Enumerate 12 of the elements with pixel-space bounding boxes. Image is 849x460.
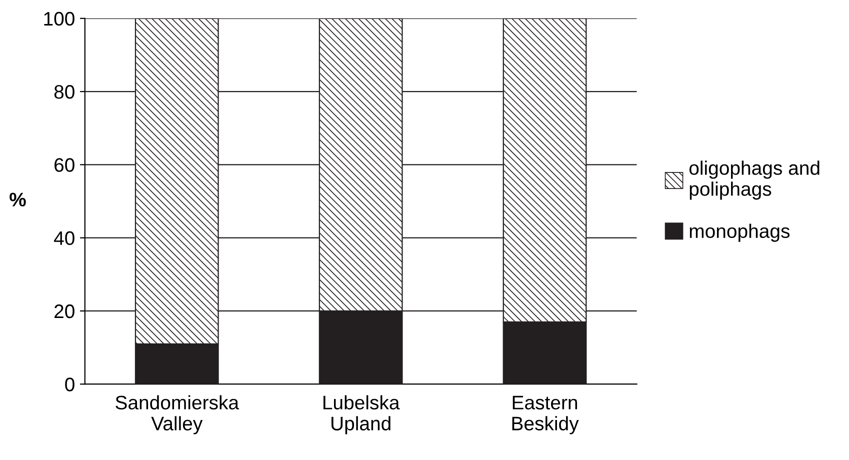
y-tick-label: 20 bbox=[54, 304, 74, 318]
x-tick-label: Sandomierska Valley bbox=[116, 395, 240, 434]
y-tick-label: 100 bbox=[44, 12, 74, 26]
legend-label: oligophags and poliphags bbox=[689, 160, 820, 200]
x-tick-label: Lubelska Upland bbox=[324, 395, 400, 434]
y-tick-label: 0 bbox=[65, 378, 74, 392]
y-tick-label: 60 bbox=[54, 158, 74, 172]
x-tick-label: Eastern Beskidy bbox=[512, 396, 579, 434]
legend-label: monophags bbox=[690, 224, 790, 242]
y-tick-label: 80 bbox=[54, 85, 74, 99]
y-axis-title: % bbox=[10, 192, 26, 206]
y-tick-label: 40 bbox=[54, 231, 74, 246]
